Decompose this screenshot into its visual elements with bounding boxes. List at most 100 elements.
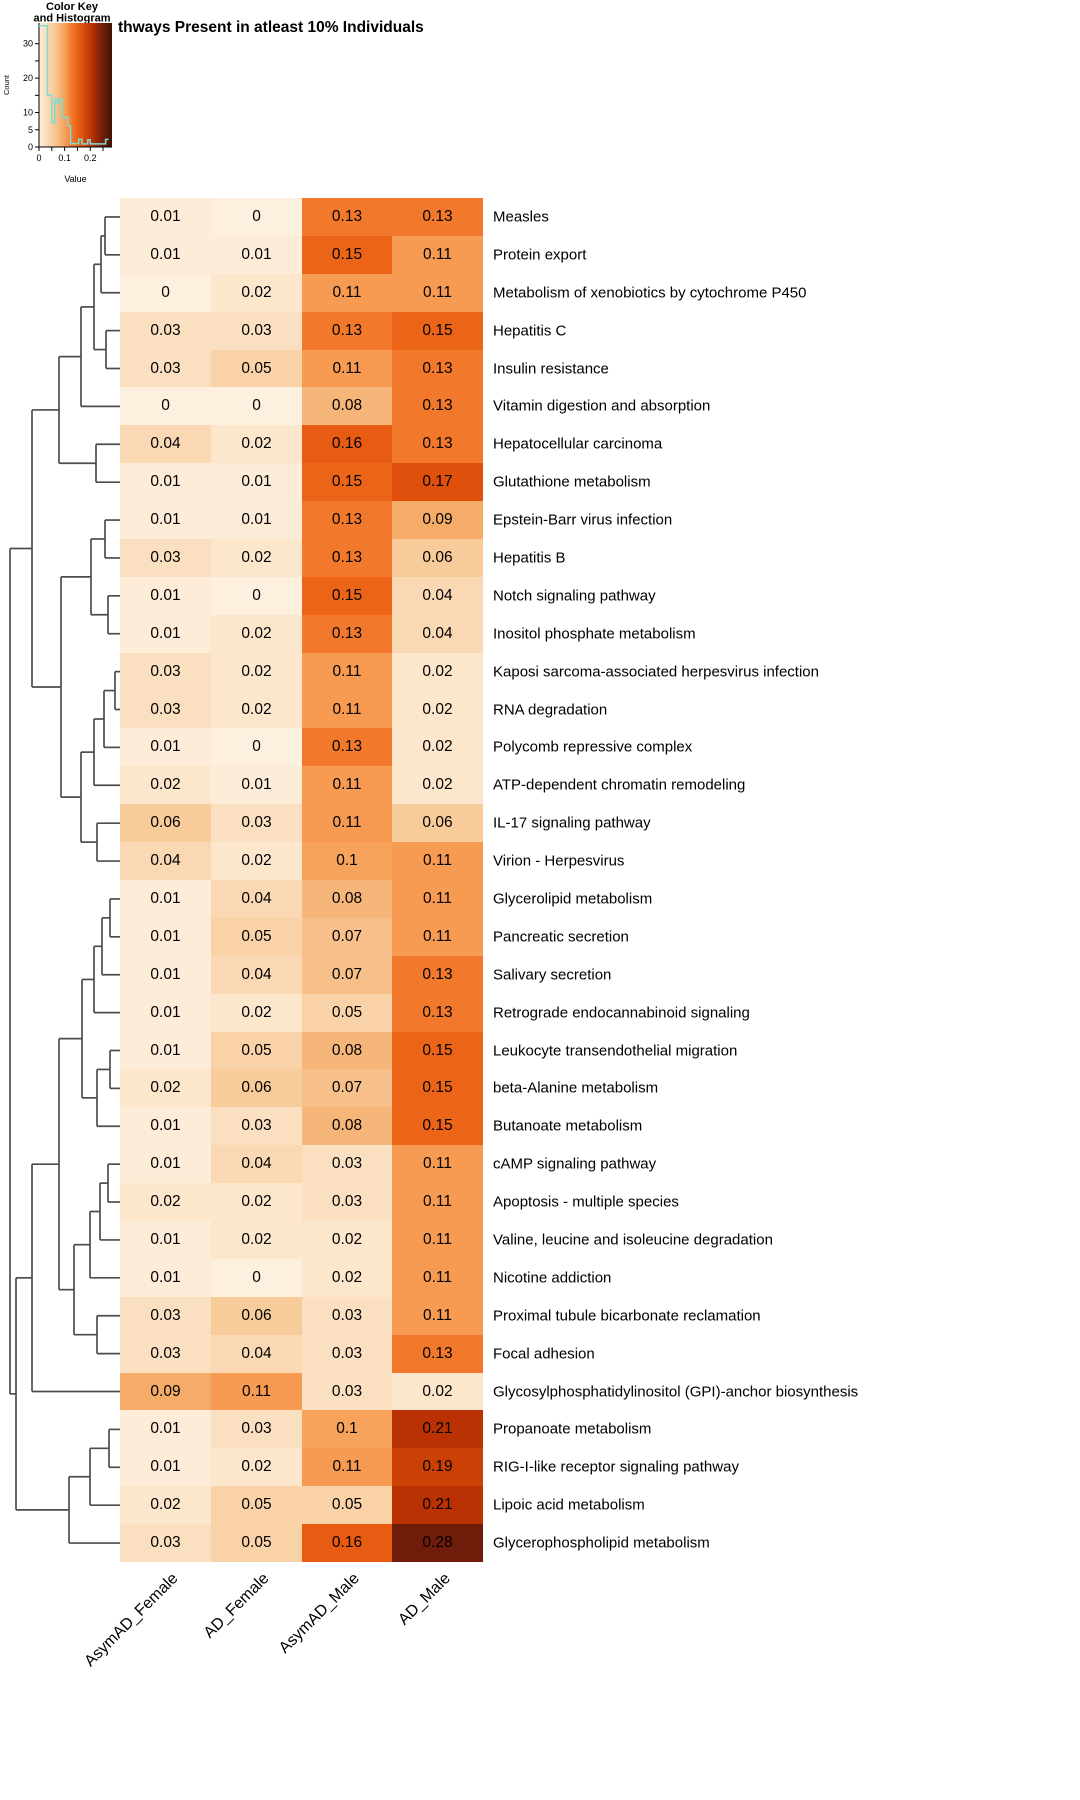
heatmap-cell: 0.03 — [120, 350, 211, 387]
heatmap-cell: 0.11 — [302, 653, 392, 691]
heatmap-cell: 0.11 — [302, 766, 392, 804]
heatmap-cell: 0.02 — [392, 691, 483, 728]
heatmap-cell: 0.03 — [302, 1183, 392, 1221]
heatmap-cell: 0.15 — [392, 312, 483, 350]
heatmap-cell: 0.13 — [302, 539, 392, 577]
heatmap-cell: 0.15 — [392, 1069, 483, 1107]
heatmap-cell: 0.01 — [120, 956, 211, 994]
heatmap-cell: 0.02 — [211, 842, 302, 880]
color-key-tick-label: 0 — [36, 153, 41, 163]
heatmap-cell: 0 — [211, 728, 302, 766]
row-label: Epstein-Barr virus infection — [493, 511, 673, 529]
heatmap-cell: 0.13 — [392, 1335, 483, 1373]
heatmap-cell: 0.02 — [120, 1486, 211, 1524]
heatmap-cell: 0.04 — [211, 1145, 302, 1183]
row-label: IL-17 signaling pathway — [493, 814, 651, 832]
row-label: ATP-dependent chromatin remodeling — [493, 776, 746, 794]
heatmap-cell: 0.21 — [392, 1486, 483, 1524]
heatmap-cell: 0.01 — [211, 236, 302, 274]
heatmap-cell: 0.03 — [120, 691, 211, 728]
heatmap-cell: 0.02 — [120, 1069, 211, 1107]
heatmap-cell: 0.17 — [392, 463, 483, 501]
heatmap-cell: 0.11 — [392, 1259, 483, 1297]
heatmap-cell: 0.07 — [302, 956, 392, 994]
heatmap-cell: 0.03 — [302, 1145, 392, 1183]
color-key-gradient — [39, 23, 112, 147]
heatmap-cell: 0.06 — [211, 1069, 302, 1107]
heatmap-cell: 0 — [211, 387, 302, 425]
heatmap-cell: 0.11 — [211, 1373, 302, 1410]
heatmap-cell: 0.15 — [302, 236, 392, 274]
heatmap-cell: 0.05 — [211, 1486, 302, 1524]
heatmap-cell: 0.13 — [302, 501, 392, 539]
row-label: Retrograde endocannabinoid signaling — [493, 1004, 750, 1022]
heatmap-cell: 0.01 — [120, 1448, 211, 1486]
heatmap-cell: 0.04 — [211, 1335, 302, 1373]
color-key-histogram-trace — [39, 25, 109, 145]
heatmap-cell: 0.01 — [120, 577, 211, 615]
heatmap-cell: 0.13 — [392, 387, 483, 425]
heatmap-cell: 0.05 — [302, 1486, 392, 1524]
row-label: RIG-I-like receptor signaling pathway — [493, 1458, 739, 1476]
heatmap-cell: 0.02 — [211, 994, 302, 1032]
heatmap-cell: 0.13 — [302, 198, 392, 236]
heatmap-cell: 0.16 — [302, 425, 392, 463]
heatmap-cell: 0.06 — [392, 539, 483, 577]
heatmap-cell: 0.02 — [392, 766, 483, 804]
row-label: Propanoate metabolism — [493, 1420, 652, 1438]
heatmap-cell: 0.11 — [302, 274, 392, 312]
heatmap-cell: 0.08 — [302, 387, 392, 425]
heatmap-cell: 0.01 — [120, 501, 211, 539]
heatmap-cell: 0.13 — [392, 956, 483, 994]
row-label: Lipoic acid metabolism — [493, 1496, 645, 1514]
heatmap-cell: 0.01 — [211, 766, 302, 804]
heatmap-cell: 0.01 — [120, 1221, 211, 1259]
heatmap-cell: 0.06 — [120, 804, 211, 842]
row-label: Glycerolipid metabolism — [493, 890, 653, 908]
heatmap-cell: 0.11 — [392, 880, 483, 918]
heatmap-cell: 0.07 — [302, 918, 392, 956]
row-label: Metabolism of xenobiotics by cytochrome … — [493, 284, 807, 302]
heatmap-cell: 0.11 — [302, 350, 392, 387]
heatmap-cell: 0.01 — [211, 463, 302, 501]
heatmap-cell: 0.11 — [392, 236, 483, 274]
heatmap-cell: 0.03 — [120, 653, 211, 691]
row-label: Apoptosis - multiple species — [493, 1193, 679, 1211]
heatmap-cell: 0.19 — [392, 1448, 483, 1486]
heatmap-cell: 0.02 — [211, 691, 302, 728]
heatmap-cell: 0.13 — [302, 312, 392, 350]
heatmap-cell: 0.11 — [302, 804, 392, 842]
color-key-tick-label: 0.2 — [84, 153, 97, 163]
row-label: Glycerophospholipid metabolism — [493, 1534, 710, 1552]
heatmap-cell: 0.16 — [302, 1524, 392, 1562]
heatmap-cell: 0.02 — [120, 1183, 211, 1221]
heatmap-cell: 0.01 — [120, 1107, 211, 1145]
heatmap-cell: 0.04 — [211, 880, 302, 918]
heatmap-cell: 0.07 — [302, 1069, 392, 1107]
heatmap-cell: 0.03 — [302, 1335, 392, 1373]
row-label: Vitamin digestion and absorption — [493, 397, 711, 415]
heatmap-cell: 0.02 — [211, 1448, 302, 1486]
heatmap-cell: 0.21 — [392, 1410, 483, 1448]
row-label: Leukocyte transendothelial migration — [493, 1042, 738, 1059]
row-label: Inositol phosphate metabolism — [493, 625, 696, 643]
heatmap-cell: 0.03 — [211, 1410, 302, 1448]
heatmap-cell: 0.01 — [120, 1410, 211, 1448]
heatmap-cell: 0.01 — [120, 198, 211, 236]
row-label: beta-Alanine metabolism — [493, 1079, 659, 1097]
row-label: Butanoate metabolism — [493, 1117, 643, 1135]
color-key-xlabel: Value — [64, 174, 86, 184]
heatmap-cell: 0.02 — [211, 1183, 302, 1221]
heatmap-cell: 0.01 — [211, 501, 302, 539]
heatmap-cell: 0.11 — [392, 1145, 483, 1183]
row-label: Notch signaling pathway — [493, 587, 656, 605]
row-label: Virion - Herpesvirus — [493, 852, 625, 870]
heatmap-cell: 0.28 — [392, 1524, 483, 1562]
heatmap-cell: 0.02 — [211, 653, 302, 691]
heatmap-cell: 0.15 — [392, 1032, 483, 1069]
heatmap-cell: 0.02 — [302, 1221, 392, 1259]
row-label: Measles — [493, 208, 549, 226]
heatmap-cell: 0.13 — [302, 728, 392, 766]
heatmap-cell: 0.02 — [302, 1259, 392, 1297]
heatmap-cell: 0.05 — [302, 994, 392, 1032]
